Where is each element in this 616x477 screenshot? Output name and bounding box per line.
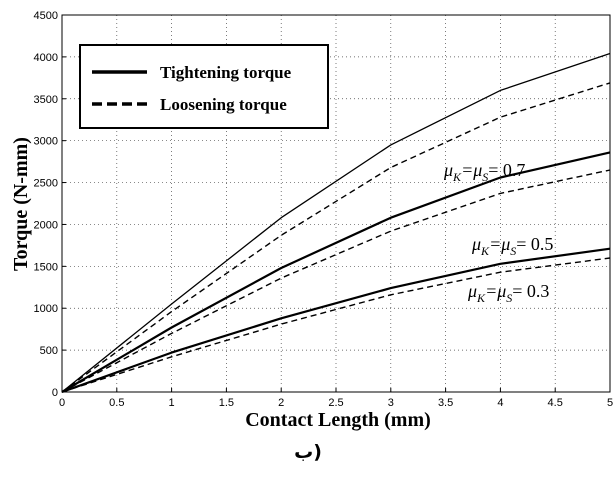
y-tick-label: 2500 bbox=[34, 178, 58, 190]
x-tick-label: 1 bbox=[169, 397, 175, 409]
x-tick-label: 4 bbox=[497, 397, 503, 409]
legend: Tightening torque Loosening torque bbox=[79, 44, 329, 129]
x-tick-label: 2 bbox=[278, 397, 284, 409]
y-tick-label: 0 bbox=[52, 387, 58, 399]
y-tick-label: 1000 bbox=[34, 303, 58, 315]
x-tick-label: 3.5 bbox=[438, 397, 453, 409]
y-tick-label: 1500 bbox=[34, 261, 58, 273]
figure-caption: ب) bbox=[294, 441, 322, 463]
x-tick-label: 4.5 bbox=[548, 397, 563, 409]
annotation-mu-03: μK=μS= 0.3 bbox=[467, 281, 549, 305]
y-tick-label: 2000 bbox=[34, 219, 58, 231]
legend-label-tightening: Tightening torque bbox=[160, 63, 292, 82]
x-tick-labels: 0 0.5 1 1.5 2 2.5 3 3.5 4 4.5 5 bbox=[59, 388, 613, 409]
series-layer bbox=[61, 52, 611, 394]
x-tick-label: 1.5 bbox=[219, 397, 234, 409]
y-axis-title: Torque (N-mm) bbox=[10, 137, 32, 271]
tightening-line-mu-05 bbox=[61, 151, 611, 393]
tightening-line-mu-07 bbox=[61, 52, 611, 393]
x-tick-label: 2.5 bbox=[328, 397, 343, 409]
legend-label-loosening: Loosening torque bbox=[160, 95, 287, 114]
legend-box bbox=[79, 44, 329, 129]
x-axis-title: Contact Length (mm) bbox=[245, 409, 431, 431]
y-tick-label: 3000 bbox=[34, 136, 58, 148]
y-tick-labels: 0 500 1000 1500 2000 2500 3000 3500 4000 4500 bbox=[34, 10, 66, 399]
y-tick-label: 3500 bbox=[34, 94, 58, 106]
x-tick-label: 3 bbox=[388, 397, 394, 409]
loosening-line-mu-03 bbox=[61, 257, 611, 393]
y-tick-label: 4500 bbox=[34, 10, 58, 22]
loosening-line-mu-05 bbox=[61, 169, 611, 393]
annotation-mu-05: μK=μS= 0.5 bbox=[471, 234, 553, 258]
y-tick-label: 500 bbox=[40, 345, 58, 357]
x-tick-label: 0.5 bbox=[109, 397, 124, 409]
tightening-line-mu-03 bbox=[61, 247, 611, 394]
loosening-line-mu-07 bbox=[61, 82, 611, 393]
grid bbox=[62, 15, 610, 392]
y-tick-label: 4000 bbox=[34, 52, 58, 64]
x-tick-label: 0 bbox=[59, 397, 65, 409]
x-tick-label: 5 bbox=[607, 397, 613, 409]
annotation-mu-07: μK=μS= 0.7 bbox=[443, 160, 525, 184]
